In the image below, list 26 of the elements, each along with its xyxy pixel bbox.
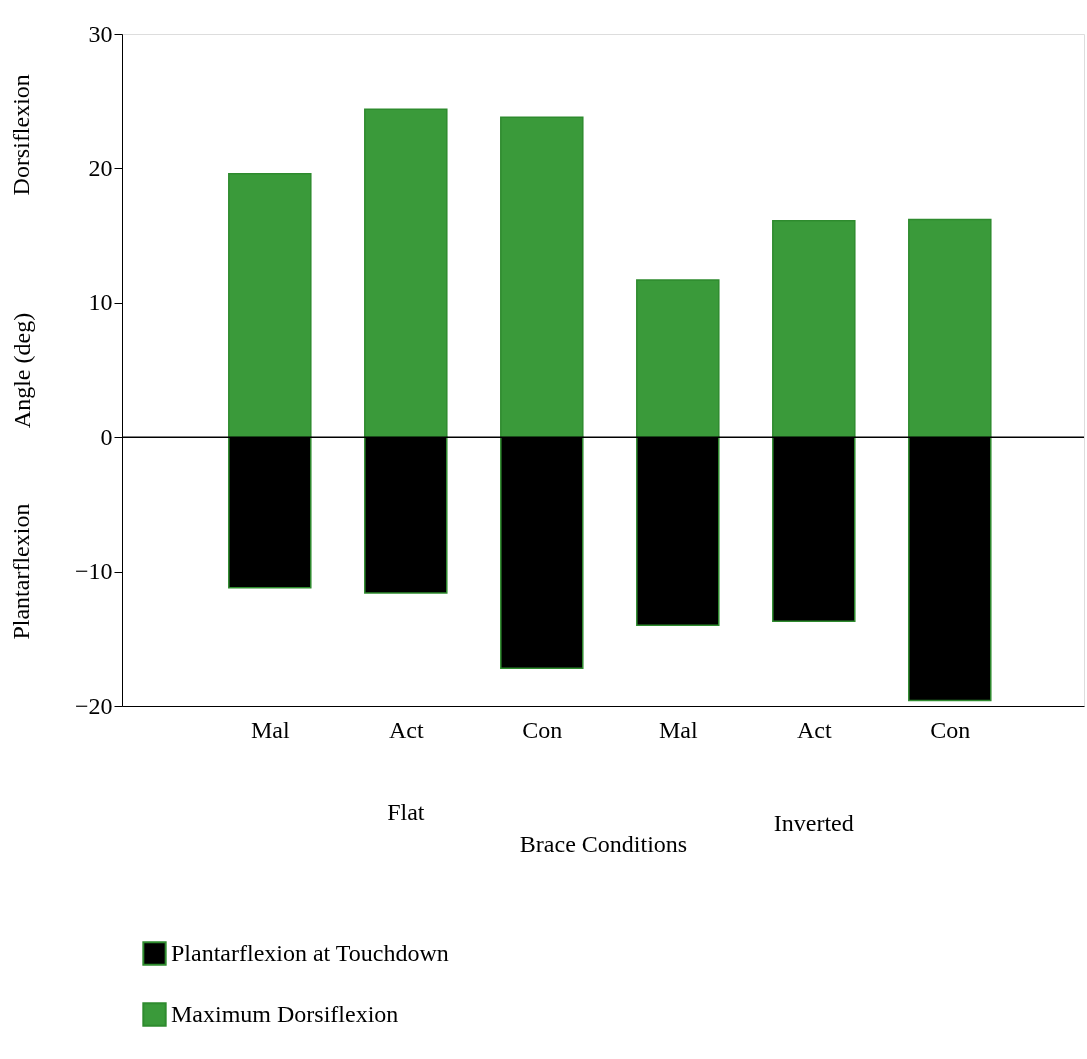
legend-label: Plantarflexion at Touchdown [171,939,449,966]
text: Plantarflexion [8,503,34,640]
x-tick-label: Con [930,716,971,743]
bar [364,108,448,438]
bar [636,279,720,438]
x-tick-label: Act [388,716,424,743]
text: Dorsiflexion [8,74,34,196]
x-tick-label: Mal [250,716,290,743]
text: Flat [387,799,425,825]
x-tick-label: Mal [658,716,698,743]
x-axis-title: Brace Conditions [519,830,688,857]
legend-label: Maximum Dorsiflexion [171,1000,399,1027]
y-tick-label: 30 [88,20,113,47]
y-tick-label: −10 [74,558,113,585]
bar [228,173,312,438]
bar [908,218,992,438]
text: Inverted [773,810,854,836]
y-tick-label: 20 [88,154,113,181]
y-tick-label: 0 [100,423,113,450]
y-axis-title: Angle (deg) [8,312,35,429]
x-tick-label: Act [796,716,832,743]
x-tick-label: Con [522,716,563,743]
bar [500,116,584,438]
y-tick-label: −20 [74,692,113,719]
y-tick-label: 10 [88,289,113,316]
bar [772,220,856,438]
